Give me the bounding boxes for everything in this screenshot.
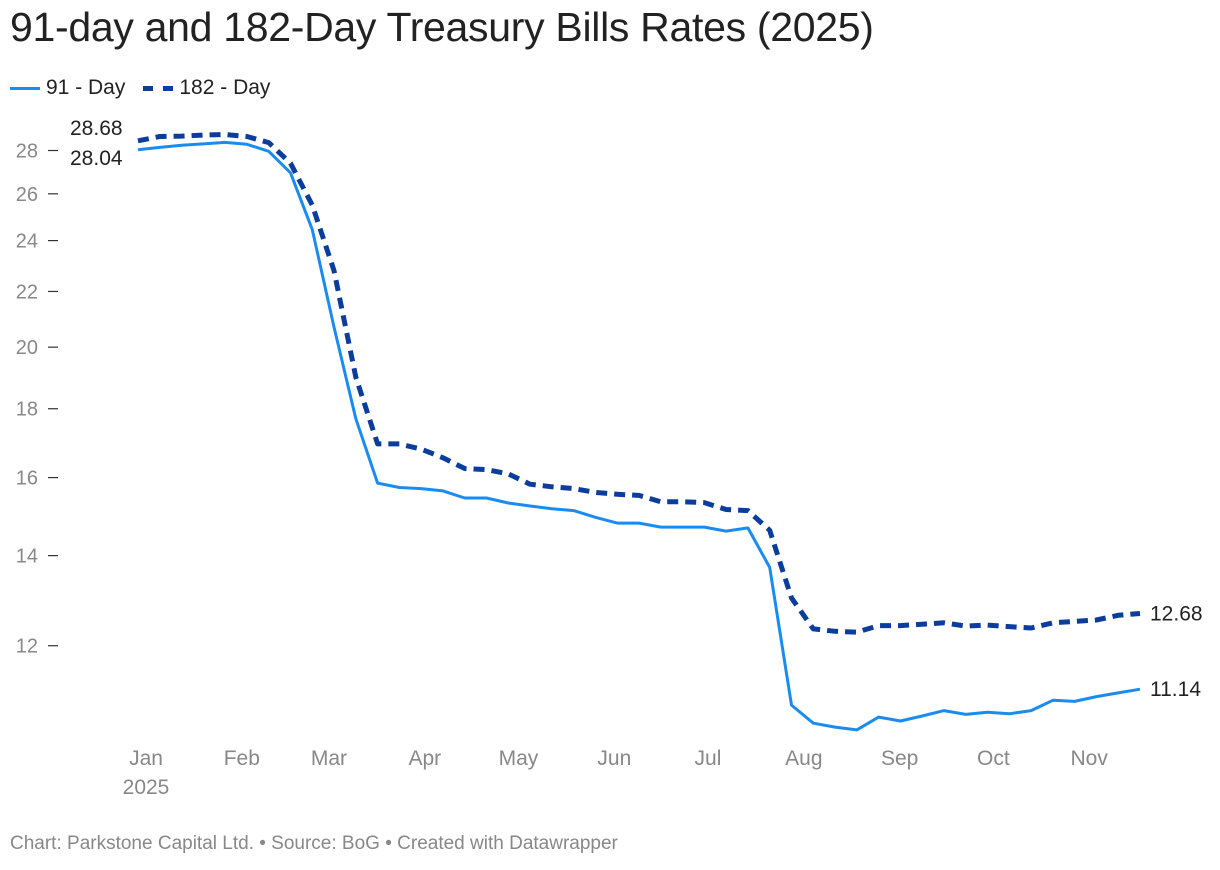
x-tick-label: Feb <box>224 747 260 770</box>
start-label-91-day: 28.04 <box>70 147 123 170</box>
y-tick-label: 16 <box>16 468 38 490</box>
line-chart: 12 14 16 18 20 22 24 26 28 Jan 2025 Feb Mar Apr May Jun… <box>16 117 1203 799</box>
legend-swatch-182-day <box>143 85 174 91</box>
y-tick-label: 24 <box>16 231 38 253</box>
x-tick-label: May <box>499 747 539 770</box>
y-tick-label: 26 <box>16 184 38 206</box>
x-tick-label: Sep <box>881 747 918 770</box>
x-tick-label: Jun <box>597 747 631 770</box>
y-tick-label: 14 <box>16 546 38 568</box>
legend-label-91-day: 91 - Day <box>46 76 126 99</box>
x-tick-label: Aug <box>785 747 822 770</box>
x-tick-label: Nov <box>1071 747 1109 770</box>
legend-swatch-91-day <box>10 86 40 90</box>
legend-item-91-day: 91 - Day <box>10 76 125 100</box>
y-tick-label: 22 <box>16 281 38 303</box>
x-tick-label: Jul <box>695 747 722 770</box>
series-line-182-day <box>137 132 1141 635</box>
chart-title: 91-day and 182-Day Treasury Bills Rates … <box>10 4 874 50</box>
y-tick-label: 28 <box>16 141 38 163</box>
x-tick-sublabel: 2025 <box>123 776 170 799</box>
x-tick-label: Jan <box>129 747 163 770</box>
legend: 91 - Day 182 - Day <box>10 74 288 102</box>
y-tick-label: 20 <box>16 337 38 359</box>
series-line-91-day <box>137 140 1141 732</box>
end-label-91-day: 11.14 <box>1150 678 1201 701</box>
y-tick-label: 12 <box>16 636 38 658</box>
end-label-182-day: 12.68 <box>1150 603 1203 626</box>
x-tick-label: Oct <box>977 747 1010 770</box>
y-tick-label: 18 <box>16 399 38 421</box>
legend-item-182-day: 182 - Day <box>143 76 270 100</box>
x-tick-label: Mar <box>311 747 347 770</box>
legend-label-182-day: 182 - Day <box>179 76 271 99</box>
x-tick-label: Apr <box>408 747 441 770</box>
start-label-182-day: 28.68 <box>70 117 123 140</box>
chart-footer: Chart: Parkstone Capital Ltd. • Source: … <box>10 833 618 854</box>
